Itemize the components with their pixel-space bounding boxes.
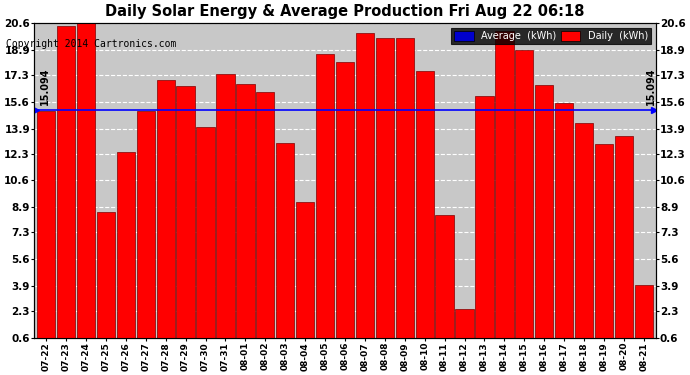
Bar [455,309,474,347]
Text: 20.424: 20.424 [61,304,70,336]
Text: 12.398: 12.398 [121,304,130,336]
Text: 20.128: 20.128 [500,304,509,336]
Bar [177,86,195,347]
Bar [336,62,354,347]
Text: 15.094: 15.094 [40,68,50,105]
Text: 14.232: 14.232 [580,304,589,336]
Bar [375,38,394,347]
Title: Daily Solar Energy & Average Production Fri Aug 22 06:18: Daily Solar Energy & Average Production … [106,4,584,19]
Legend: Average  (kWh), Daily  (kWh): Average (kWh), Daily (kWh) [451,28,651,44]
Text: 12.944: 12.944 [600,304,609,336]
Text: 17.556: 17.556 [420,304,429,336]
Bar [296,202,315,347]
Text: 16.7: 16.7 [241,315,250,336]
Text: 15.03: 15.03 [141,309,150,336]
Text: Copyright 2014 Cartronics.com: Copyright 2014 Cartronics.com [6,39,176,50]
Bar [157,80,175,347]
Text: 2.436: 2.436 [460,309,469,336]
Text: 15.492: 15.492 [560,304,569,336]
Text: 19.644: 19.644 [380,304,389,336]
Bar [97,212,115,347]
Bar [216,74,235,347]
Bar [495,30,513,347]
Bar [57,26,75,347]
Bar [77,23,95,347]
Bar [555,104,573,347]
Bar [236,84,255,347]
Text: 17.392: 17.392 [221,304,230,336]
Text: 18.882: 18.882 [520,304,529,336]
Text: 14.986: 14.986 [41,304,50,336]
Bar [256,92,275,347]
Text: 8.6: 8.6 [101,320,110,336]
Bar [356,33,374,347]
Text: 18.618: 18.618 [321,304,330,336]
Text: 3.976: 3.976 [640,309,649,336]
Text: 16.67: 16.67 [540,309,549,336]
Bar [276,143,295,347]
Bar [515,50,533,347]
Bar [197,127,215,347]
Text: 20.594: 20.594 [81,304,90,336]
Text: 19.642: 19.642 [400,304,409,336]
Text: 8.404: 8.404 [440,309,449,336]
Bar [415,71,434,347]
Bar [37,111,55,347]
Bar [595,144,613,347]
Text: 12.976: 12.976 [281,304,290,336]
Text: 18.128: 18.128 [340,304,350,336]
Bar [575,123,593,347]
Text: 16.242: 16.242 [261,304,270,336]
Text: 13.414: 13.414 [620,304,629,336]
Bar [615,136,633,347]
Text: 17.0: 17.0 [161,315,170,336]
Bar [635,285,653,347]
Bar [535,85,553,347]
Text: 13.99: 13.99 [201,309,210,336]
Bar [137,111,155,347]
Text: 19.944: 19.944 [360,304,369,336]
Bar [316,54,334,347]
Bar [475,96,493,347]
Bar [395,38,414,347]
Text: 9.21: 9.21 [301,315,310,336]
Text: 15.944: 15.944 [480,304,489,336]
Text: 15.094: 15.094 [646,68,656,105]
Text: 16.616: 16.616 [181,304,190,336]
Bar [435,215,454,347]
Bar [117,152,135,347]
